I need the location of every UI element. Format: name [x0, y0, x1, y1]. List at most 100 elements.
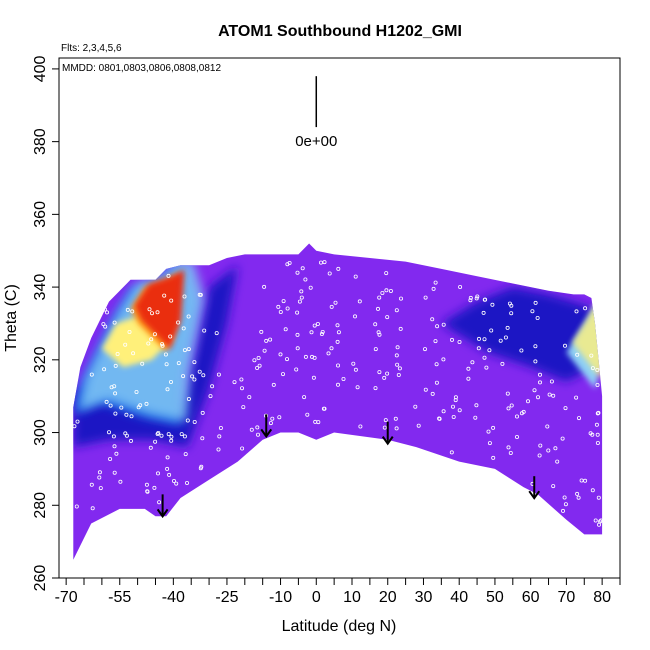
observation-dot: [602, 423, 607, 428]
observation-dot: [596, 495, 601, 500]
observation-dot: [482, 355, 487, 360]
observation-dot: [165, 387, 170, 392]
x-tick-label: 70: [558, 589, 576, 606]
observation-dot: [108, 456, 113, 461]
observation-dot: [441, 357, 446, 362]
observation-dot: [482, 297, 487, 302]
observation-dot: [394, 426, 399, 431]
observation-dot: [574, 309, 579, 314]
arrow-marker: [381, 421, 394, 446]
observation-dot: [192, 419, 197, 424]
observation-dot: [481, 310, 486, 315]
observation-dot: [422, 347, 427, 352]
observation-dot: [590, 432, 595, 437]
observation-dot: [156, 430, 161, 435]
observation-dot: [551, 484, 556, 489]
observation-dot: [171, 478, 176, 483]
observation-dot: [341, 376, 346, 381]
observation-dot: [376, 330, 381, 335]
observation-dot: [182, 294, 187, 299]
observation-dot: [413, 404, 418, 409]
observation-dot: [264, 338, 269, 343]
observation-dot: [216, 447, 221, 452]
observation-dot: [416, 423, 421, 428]
x-tick-label: 30: [415, 589, 433, 606]
observation-dot: [118, 479, 123, 484]
observation-dot: [319, 331, 324, 336]
observation-dot: [125, 307, 130, 312]
observation-dot: [384, 288, 389, 293]
observation-dot: [430, 391, 435, 396]
observation-dot: [526, 399, 531, 404]
observation-dot: [329, 346, 334, 351]
x-axis-label: Latitude (deg N): [282, 618, 397, 635]
observation-dot: [90, 506, 95, 511]
x-axis: -70 -55 -40 -25 -10 0 10 20 30 40 50 60 70 80: [55, 578, 621, 606]
y-axis-label: Theta (C): [3, 284, 20, 352]
observation-dot: [130, 309, 135, 314]
observation-dot: [555, 459, 560, 464]
observation-dot: [533, 344, 538, 349]
observation-dot: [383, 418, 388, 423]
observation-dot: [295, 270, 300, 275]
observation-dot: [434, 380, 439, 385]
observation-dot: [313, 419, 318, 424]
observation-dot: [394, 353, 399, 358]
observation-dot: [200, 436, 205, 441]
observation-dot: [182, 348, 187, 353]
observation-dot: [152, 485, 157, 490]
x-tick-label: -55: [108, 589, 131, 606]
observation-dot: [146, 341, 151, 346]
observation-dot: [311, 375, 316, 380]
observation-dot: [563, 343, 568, 348]
observation-dot: [160, 342, 165, 347]
observation-dot: [434, 362, 439, 367]
observation-dot: [423, 295, 428, 300]
observation-dot: [107, 430, 112, 435]
observation-dot: [312, 323, 317, 328]
observation-dot: [352, 314, 357, 319]
observation-dot: [103, 324, 108, 329]
observation-dot: [589, 353, 594, 358]
observation-dot: [184, 480, 189, 485]
observation-dot: [200, 410, 205, 415]
observation-dot: [397, 366, 402, 371]
observation-dot: [74, 504, 79, 509]
observation-dot: [380, 290, 385, 295]
observation-dot: [216, 372, 221, 377]
observation-dot: [192, 360, 197, 365]
observation-dot: [575, 352, 580, 357]
observation-dot: [166, 432, 171, 437]
observation-dot: [533, 300, 538, 305]
observation-dot: [335, 323, 340, 328]
observation-dot: [505, 325, 510, 330]
x-tick-label: 40: [450, 589, 468, 606]
y-tick-label: 360: [32, 201, 49, 228]
observation-dot: [536, 395, 541, 400]
observation-dot: [435, 324, 440, 329]
observation-dot: [192, 377, 197, 382]
observation-dot: [489, 328, 494, 333]
observation-dot: [599, 518, 604, 523]
observation-dot: [595, 440, 600, 445]
observation-dot: [169, 298, 174, 303]
x-tick-label: 0: [312, 589, 321, 606]
observation-dot: [280, 372, 285, 377]
observation-dot: [335, 382, 340, 387]
observation-dot: [561, 508, 566, 513]
arrow-marker: [260, 414, 273, 439]
observation-dot: [197, 369, 202, 374]
observation-dot: [466, 376, 471, 381]
observation-dot: [449, 337, 454, 342]
flights-note: Flts: 2,3,4,5,6: [61, 43, 122, 54]
observation-dot: [305, 412, 310, 417]
observation-dot: [241, 405, 246, 410]
observation-dot: [590, 366, 595, 371]
arrow-markers: [156, 414, 541, 519]
observation-dot: [129, 414, 134, 419]
observation-dot: [466, 366, 471, 371]
observation-dot: [336, 330, 341, 335]
observation-dot: [498, 338, 503, 343]
observation-dot: [295, 332, 300, 337]
